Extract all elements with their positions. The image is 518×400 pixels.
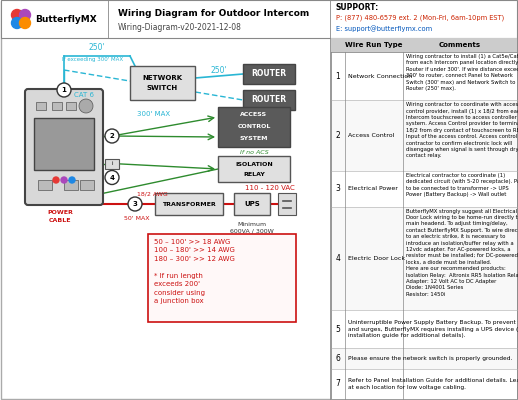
Text: 6: 6	[336, 354, 340, 363]
Bar	[66, 102, 76, 110]
Bar	[64, 180, 78, 190]
Text: 250': 250'	[211, 66, 227, 75]
Circle shape	[61, 177, 67, 183]
Text: E: support@butterflymx.com: E: support@butterflymx.com	[336, 26, 432, 32]
Text: If no ACS: If no ACS	[240, 150, 268, 156]
Text: SWITCH: SWITCH	[147, 85, 178, 91]
Text: P: (877) 480-6579 ext. 2 (Mon-Fri, 6am-10pm EST): P: (877) 480-6579 ext. 2 (Mon-Fri, 6am-1…	[336, 15, 504, 22]
Text: i: i	[111, 161, 113, 166]
Bar	[331, 369, 517, 399]
Text: RELAY: RELAY	[243, 172, 265, 176]
Text: ButterflyMX strongly suggest all Electrical
Door Lock wiring to be home-run dire: ButterflyMX strongly suggest all Electri…	[406, 208, 518, 297]
Text: 3: 3	[336, 184, 340, 193]
Circle shape	[105, 170, 119, 184]
Text: ISOLATION: ISOLATION	[235, 162, 273, 166]
FancyBboxPatch shape	[25, 89, 103, 205]
Bar	[218, 107, 290, 147]
Text: CONTROL: CONTROL	[237, 124, 271, 130]
Text: UPS: UPS	[244, 201, 260, 207]
Bar	[331, 52, 517, 100]
Circle shape	[57, 83, 71, 97]
Bar	[331, 38, 517, 52]
Text: 2: 2	[336, 131, 340, 140]
Text: CABLE: CABLE	[49, 218, 71, 223]
Text: ROUTER: ROUTER	[251, 96, 286, 104]
Bar	[243, 90, 295, 110]
Text: 1: 1	[336, 72, 340, 80]
Text: 1: 1	[62, 87, 66, 93]
Text: TRANSFORMER: TRANSFORMER	[162, 202, 216, 206]
Text: Electrical Power: Electrical Power	[348, 186, 398, 191]
Bar	[331, 100, 517, 171]
Text: Electrical contractor to coordinate (1)
dedicated circuit (with 5-20 receptacle): Electrical contractor to coordinate (1) …	[406, 173, 518, 197]
Text: Wiring Diagram for Outdoor Intercom: Wiring Diagram for Outdoor Intercom	[118, 9, 309, 18]
Bar	[34, 118, 94, 170]
Text: Please ensure the network switch is properly grounded.: Please ensure the network switch is prop…	[348, 356, 512, 361]
Text: 3: 3	[133, 201, 137, 207]
Text: POWER: POWER	[47, 210, 73, 215]
Text: Wire Run Type: Wire Run Type	[346, 42, 403, 48]
Text: SYSTEM: SYSTEM	[240, 136, 268, 142]
Text: 7: 7	[336, 379, 340, 388]
Text: Uninterruptible Power Supply Battery Backup. To prevent voltage drops
and surges: Uninterruptible Power Supply Battery Bac…	[348, 320, 518, 338]
Bar	[52, 102, 62, 110]
Bar	[331, 38, 517, 399]
Text: Electric Door Lock: Electric Door Lock	[348, 256, 405, 261]
Text: If exceeding 300' MAX: If exceeding 300' MAX	[62, 58, 123, 62]
Bar	[331, 206, 517, 310]
Bar	[243, 64, 295, 84]
Text: 4: 4	[109, 174, 114, 180]
Text: 250': 250'	[89, 43, 105, 52]
Text: 110 - 120 VAC: 110 - 120 VAC	[245, 185, 295, 191]
Bar	[331, 348, 517, 369]
Bar	[155, 193, 223, 215]
Bar	[36, 102, 46, 110]
Text: Minimum
600VA / 300W: Minimum 600VA / 300W	[230, 222, 274, 234]
Bar	[331, 171, 517, 206]
Text: Wiring contractor to install (1) a Cat5e/Cat6
from each Intercom panel location : Wiring contractor to install (1) a Cat5e…	[406, 54, 518, 91]
Text: Refer to Panel Installation Guide for additional details. Leave 6' service loop
: Refer to Panel Installation Guide for ad…	[348, 378, 518, 390]
Bar	[80, 180, 94, 190]
Text: Network Connection: Network Connection	[348, 74, 412, 78]
Circle shape	[105, 129, 119, 143]
Bar	[1, 0, 517, 38]
Text: ButterflyMX: ButterflyMX	[35, 14, 97, 24]
Circle shape	[11, 10, 22, 20]
Bar	[234, 193, 270, 215]
Bar	[331, 310, 517, 348]
Text: Comments: Comments	[439, 42, 481, 48]
Bar	[218, 156, 290, 182]
Text: ROUTER: ROUTER	[251, 70, 286, 78]
Circle shape	[11, 18, 22, 28]
Text: 300' MAX: 300' MAX	[137, 111, 170, 117]
Text: CAT 6: CAT 6	[74, 92, 94, 98]
Text: NETWORK: NETWORK	[142, 75, 182, 81]
Circle shape	[128, 197, 142, 211]
Text: 5: 5	[336, 325, 340, 334]
Circle shape	[53, 177, 59, 183]
Bar	[105, 158, 119, 168]
Text: 50' MAX: 50' MAX	[124, 216, 150, 221]
Bar	[278, 193, 296, 215]
Text: 2: 2	[110, 133, 114, 139]
Text: SUPPORT:: SUPPORT:	[336, 3, 379, 12]
Bar	[148, 234, 296, 322]
Circle shape	[69, 177, 75, 183]
Text: 4: 4	[336, 254, 340, 263]
Text: 50 – 100' >> 18 AWG
100 – 180' >> 14 AWG
180 – 300' >> 12 AWG

* If run length
e: 50 – 100' >> 18 AWG 100 – 180' >> 14 AWG…	[154, 239, 235, 304]
Circle shape	[20, 10, 31, 20]
Text: Wiring contractor to coordinate with access
control provider, install (1) x 18/2: Wiring contractor to coordinate with acc…	[406, 102, 518, 158]
Bar	[38, 180, 52, 190]
Bar	[130, 66, 195, 100]
Circle shape	[79, 99, 93, 113]
Text: ACCESS: ACCESS	[240, 112, 268, 118]
Text: Wiring-Diagram-v20-2021-12-08: Wiring-Diagram-v20-2021-12-08	[118, 23, 242, 32]
Text: Access Control: Access Control	[348, 133, 394, 138]
Circle shape	[20, 18, 31, 28]
Text: 18/2 AWG: 18/2 AWG	[137, 191, 168, 196]
